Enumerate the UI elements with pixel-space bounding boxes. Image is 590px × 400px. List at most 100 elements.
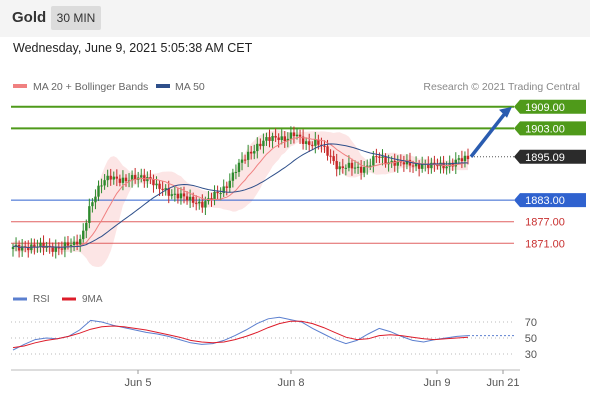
candle-body [356,166,360,168]
candle-body [158,183,161,189]
candle-body [176,193,180,199]
rsi-legend-label: RSI [33,294,50,305]
candle-body [210,198,213,200]
candle-body [155,183,158,186]
rsi-panel: 70 50 30 [11,316,537,361]
candle-body [39,242,42,247]
candle-body [140,175,143,178]
candle-body [231,172,235,181]
ma50-legend-label: MA 50 [175,81,205,93]
resistance-level-tag [514,99,586,114]
candle-body [329,155,332,157]
candle-body [94,196,97,203]
candle-body [268,137,271,141]
candle-body [256,143,259,152]
candle-body [60,248,64,250]
candle-body [103,180,106,186]
candle-body [362,167,366,173]
projection-arrow [469,109,509,158]
candle-body [301,136,305,144]
candle-body [42,242,45,249]
candle-body [91,202,94,207]
timeframe-button[interactable]: 30 MIN [51,6,101,30]
candle-body [234,172,238,174]
candle-body [33,244,36,248]
candle-body [124,177,128,182]
candle-body [378,156,381,158]
candle-body [460,158,464,162]
candle-body [451,162,454,167]
candle-body [304,141,308,144]
candle-body [195,202,198,204]
candle-body [173,193,177,195]
candle-body [466,155,470,160]
candle-body [369,165,372,167]
candle-body [246,151,250,160]
candle-body [292,132,296,137]
candle-body [253,151,256,154]
candle-body [121,177,125,183]
candle-body [143,175,146,182]
candle-body [243,159,247,161]
candle-body [317,139,320,145]
candle-body [201,201,204,208]
ma50-line [12,143,469,249]
x-axis: Jun 5 Jun 8 Jun 9 Jun 21 [125,370,520,389]
candle-body [85,222,88,231]
candle-body [57,246,61,249]
support-label: 1871.00 [525,238,565,250]
rsi-tick-label: 70 [525,317,537,329]
candle-body [219,193,222,195]
projection-arrowhead [499,106,512,118]
candle-body [427,163,430,169]
candle-body [75,241,79,245]
rsi-line [12,316,469,351]
candle-body [20,246,24,251]
pivot-level-tag [514,193,586,208]
candle-body [347,162,351,168]
support-label: 1877.00 [525,217,565,229]
candle-body [63,242,67,250]
candle-body [298,134,302,137]
candle-body [372,156,375,166]
candle-body [265,137,268,141]
x-tick-label: Jun 8 [278,377,305,389]
candle-body [27,246,30,251]
candle-body [405,159,409,165]
candle-body [457,158,461,160]
candle-body [414,163,418,167]
candle-body [191,196,195,203]
price-panel: 1909.00 1903.00 1895.09 1883.00 1877.00 1871.… [11,99,586,267]
instrument-title: Gold [12,9,47,26]
candle-body [240,159,244,163]
candle-body [323,145,326,147]
candle-body [274,135,277,138]
candle-body [381,156,384,158]
candle-body [308,141,311,145]
candle-body [213,191,216,200]
candle-body [283,136,286,141]
candle-body [314,139,317,146]
candle-body [225,186,228,188]
candle-body [130,175,134,181]
candle-body [161,188,164,190]
rsi-tick-label: 50 [525,333,537,345]
candle-body [332,156,335,162]
candle-body [164,188,167,190]
candle-body [338,166,341,170]
last-level-label: 1895.09 [525,152,565,164]
bollinger-band [13,130,468,267]
candle-body [118,178,122,183]
candle-body [237,162,241,173]
candle-body [97,185,100,197]
candle-body [353,167,357,169]
resistance-level-tag [514,121,586,136]
rsi-ma9-line [12,320,469,349]
candle-body [420,164,424,169]
resistance-level-label: 1903.00 [525,123,565,135]
candle-body [216,191,219,194]
candle-body [286,138,290,141]
candle-body [198,201,201,204]
